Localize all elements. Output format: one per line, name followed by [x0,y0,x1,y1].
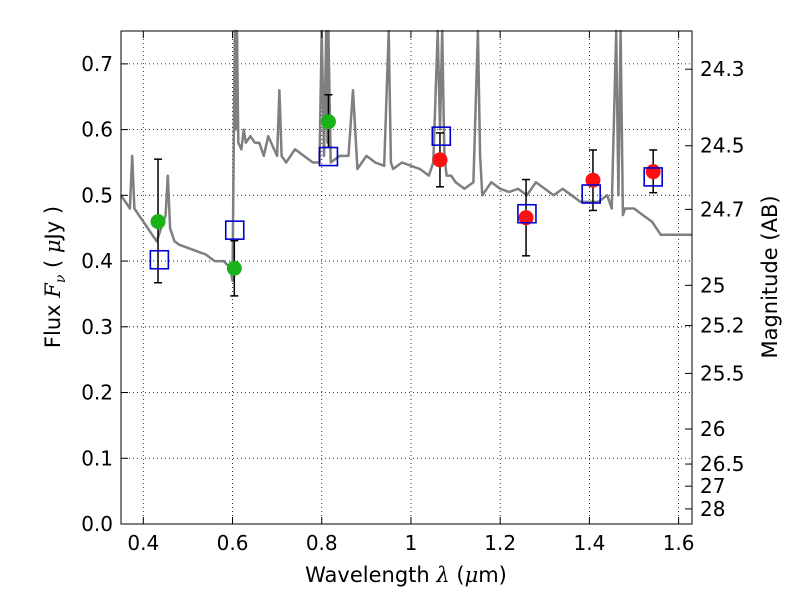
y2-tick-label: 26 [700,417,725,441]
spectrum-line-group [119,29,692,283]
green-data-point [150,214,166,230]
y2-tick-label: 25 [700,273,725,297]
x-tick-label: 0.8 [306,531,338,555]
model-square [318,146,339,167]
y-tick-label: 0.6 [81,118,113,142]
y2-tick-label: 27 [700,474,725,498]
y2-tick-label: 24.7 [700,197,745,221]
red-data-point [432,152,448,168]
grid-lines [121,31,692,525]
y2-tick-label: 24.3 [700,57,745,81]
model-square [643,167,663,187]
y-tick-label: 0.0 [81,512,113,536]
model-square [224,220,245,240]
x-tick-label: 0.4 [127,531,159,555]
x-tick-label: 0.6 [217,531,249,555]
model-square [149,249,170,270]
y2-tick-label: 28 [700,497,725,521]
y-tick-label: 0.7 [81,52,113,76]
y-tick-label: 0.4 [81,249,113,273]
x-tick-labels: 0.4 0.6 0.8 1 1.2 1.4 1.6 [127,531,694,555]
y-tick-label: 0.5 [81,183,113,207]
data-points [150,114,661,276]
model-square [581,184,601,204]
y2-axis-label: Magnitude (AB) [758,195,782,358]
green-data-point [226,260,242,276]
ticks [121,31,692,525]
y-tick-label: 0.3 [81,315,113,339]
red-data-point [585,172,601,188]
x-tick-label: 1.6 [663,531,695,555]
y-tick-label: 0.2 [81,381,113,405]
y2-tick-label: 25.5 [700,361,745,385]
y-tick-label: 0.1 [81,446,113,470]
x-axis-label: Wavelength λ (μm) [305,563,507,587]
y-axis-label: Flux Fν ( μJy ) [41,206,69,348]
red-data-point [645,164,661,180]
model-square [431,126,452,146]
y2-tick-label: 25.2 [700,313,745,337]
spectrum-line [119,29,692,283]
model-squares [149,126,663,270]
green-data-point [320,114,336,130]
y2-tick-label: 24.5 [700,134,745,158]
red-data-point [518,210,534,226]
model-square [517,203,537,224]
y-tick-labels: 0.0 0.1 0.2 0.3 0.4 0.5 0.6 0.7 [81,52,113,536]
x-tick-label: 1.2 [484,531,516,555]
x-tick-label: 1.4 [573,531,605,555]
y2-tick-label: 26.5 [700,452,745,476]
x-tick-label: 1 [405,531,418,555]
plot-frame [120,30,693,525]
